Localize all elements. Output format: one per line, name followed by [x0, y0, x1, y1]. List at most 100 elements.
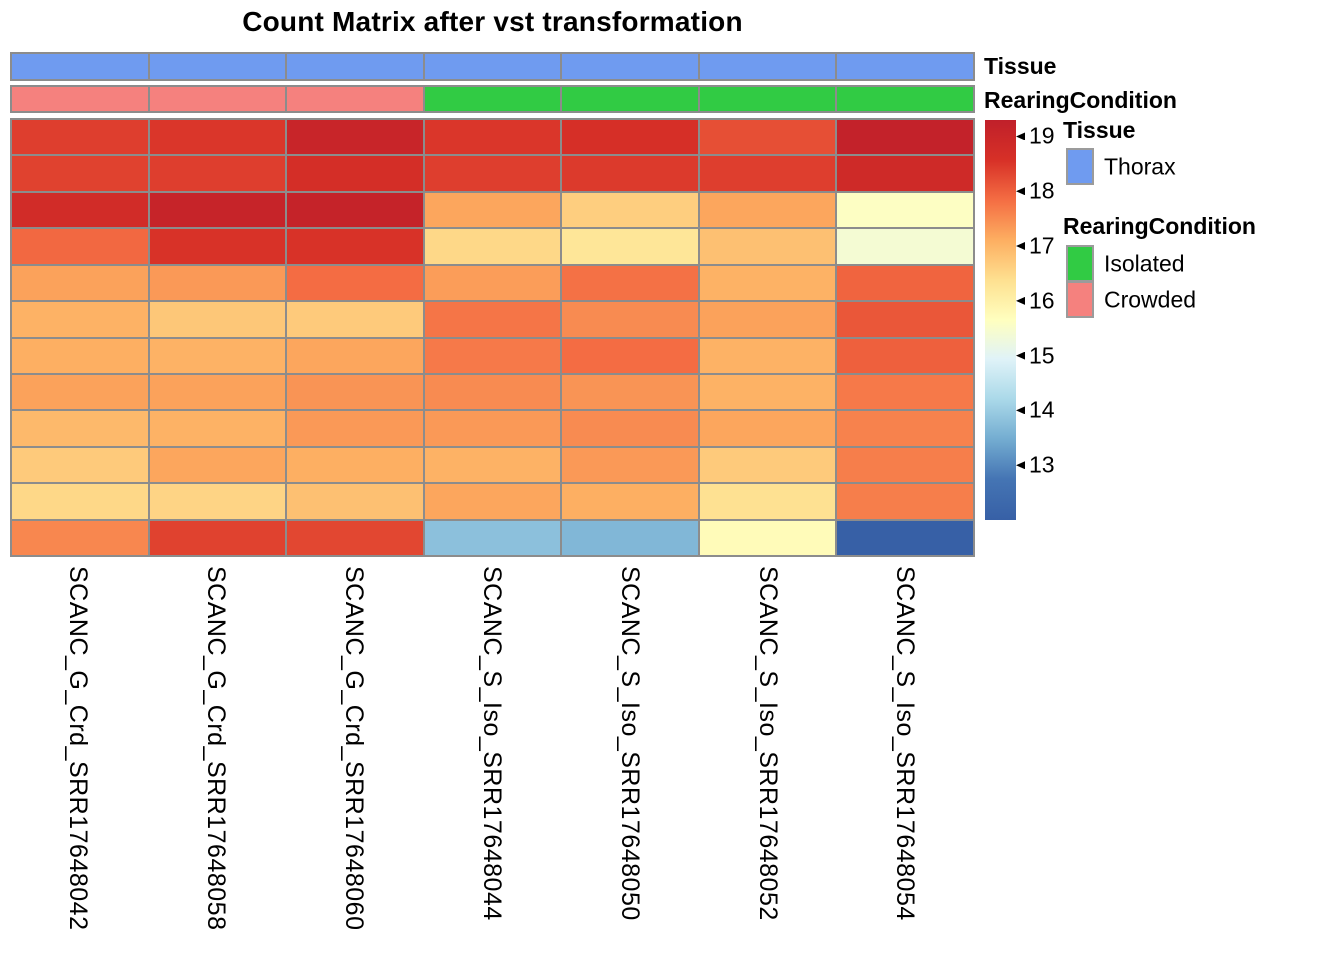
heatmap-cell: [149, 302, 286, 337]
heatmap-cell: [562, 447, 698, 483]
heatmap-cell: [837, 229, 973, 264]
heatmap-cell: [699, 374, 836, 410]
column-label: SCANC_S_Iso_SRR17648050: [616, 566, 644, 921]
heatmap-cell: [287, 302, 423, 337]
heatmap-cell: [837, 265, 973, 301]
heatmap-cell: [287, 192, 423, 228]
heatmap-cell: [287, 265, 423, 301]
heatmap-cell: [12, 484, 148, 519]
colorbar-tick-label: 15: [1029, 342, 1055, 369]
colorbar-tick-mark: [1016, 296, 1025, 305]
heatmap-cell: [12, 338, 148, 373]
annotation-cell-thorax: [424, 54, 561, 79]
heatmap-cell: [287, 447, 423, 483]
heatmap-cell: [699, 229, 836, 264]
heatmap-cell: [562, 265, 698, 301]
annotation-bar-label-rearing: RearingCondition: [984, 87, 1177, 113]
heatmap-cell: [424, 229, 561, 264]
annotation-cell-isolated: [837, 87, 973, 111]
legend-swatch-isolated: [1066, 245, 1094, 282]
legend-title-tissue: Tissue: [1063, 117, 1136, 143]
column-label: SCANC_S_Iso_SRR17648054: [891, 566, 919, 921]
heatmap-cell: [562, 411, 698, 446]
heatmap-cell: [149, 156, 286, 191]
heatmap-cell: [149, 338, 286, 373]
annotation-cell-thorax: [562, 54, 698, 79]
heatmap-grid: [10, 118, 975, 557]
heatmap-cell: [287, 411, 423, 446]
annotation-cell-thorax: [12, 54, 148, 79]
heatmap-cell: [424, 447, 561, 483]
colorbar-tick-label: 18: [1029, 177, 1055, 204]
heatmap-cell: [287, 120, 423, 155]
legend-swatch-thorax: [1066, 148, 1094, 185]
colorbar-tick-label: 16: [1029, 287, 1055, 314]
heatmap-cell: [837, 520, 973, 555]
column-label: SCANC_S_Iso_SRR17648052: [754, 566, 782, 921]
heatmap-cell: [424, 156, 561, 191]
legend-label-thorax: Thorax: [1104, 153, 1176, 180]
heatmap-cell: [562, 229, 698, 264]
colorbar-tick-mark: [1016, 242, 1025, 251]
heatmap-cell: [149, 229, 286, 264]
heatmap-cell: [149, 520, 286, 555]
heatmap-cell: [287, 484, 423, 519]
column-label: SCANC_S_Iso_SRR17648044: [478, 566, 506, 921]
colorbar-tick-mark: [1016, 461, 1025, 470]
heatmap-cell: [287, 520, 423, 555]
legend-title-rearing-condition: RearingCondition: [1063, 213, 1256, 239]
heatmap-cell: [149, 192, 286, 228]
annotation-cell-thorax: [699, 54, 836, 79]
colorbar-tick-mark: [1016, 187, 1025, 196]
legend-swatch-crowded: [1066, 281, 1094, 318]
heatmap-cell: [837, 374, 973, 410]
heatmap-cell: [149, 265, 286, 301]
heatmap-cell: [837, 120, 973, 155]
heatmap-cell: [12, 156, 148, 191]
heatmap-cell: [287, 338, 423, 373]
heatmap-cell: [149, 447, 286, 483]
heatmap-cell: [837, 156, 973, 191]
heatmap-cell: [12, 520, 148, 555]
annotation-bar-rearing: [10, 85, 975, 113]
heatmap-cell: [837, 302, 973, 337]
heatmap-cell: [12, 374, 148, 410]
annotation-bar-tissue: [10, 52, 975, 81]
annotation-cell-crowded: [287, 87, 423, 111]
heatmap-cell: [699, 302, 836, 337]
heatmap-cell: [699, 120, 836, 155]
annotation-cell-crowded: [12, 87, 148, 111]
colorbar-tick-mark: [1016, 132, 1025, 141]
annotation-cell-thorax: [837, 54, 973, 79]
annotation-cell-isolated: [424, 87, 561, 111]
heatmap-cell: [12, 447, 148, 483]
heatmap-cell: [287, 374, 423, 410]
heatmap-cell: [562, 484, 698, 519]
colorbar-tick-label: 19: [1029, 122, 1055, 149]
column-label: SCANC_G_Crd_SRR17648060: [340, 566, 368, 931]
heatmap-cell: [424, 302, 561, 337]
heatmap-cell: [699, 447, 836, 483]
heatmap-cell: [562, 302, 698, 337]
annotation-cell-isolated: [562, 87, 698, 111]
column-label: SCANC_G_Crd_SRR17648042: [64, 566, 92, 931]
colorbar-tick-label: 14: [1029, 396, 1055, 423]
heatmap-cell: [149, 120, 286, 155]
heatmap-cell: [837, 447, 973, 483]
heatmap-cell: [699, 520, 836, 555]
legend-label-isolated: Isolated: [1104, 250, 1185, 277]
heatmap-cell: [699, 192, 836, 228]
colorbar-tick-mark: [1016, 406, 1025, 415]
annotation-cell-isolated: [699, 87, 836, 111]
heatmap-cell: [287, 229, 423, 264]
heatmap-cell: [287, 156, 423, 191]
heatmap-cell: [562, 192, 698, 228]
colorbar-tick-mark: [1016, 351, 1025, 360]
colorbar-tick-label: 13: [1029, 451, 1055, 478]
heatmap-cell: [12, 265, 148, 301]
colorbar-tick-label: 17: [1029, 232, 1055, 259]
heatmap-cell: [12, 229, 148, 264]
heatmap-cell: [837, 338, 973, 373]
heatmap-cell: [12, 411, 148, 446]
